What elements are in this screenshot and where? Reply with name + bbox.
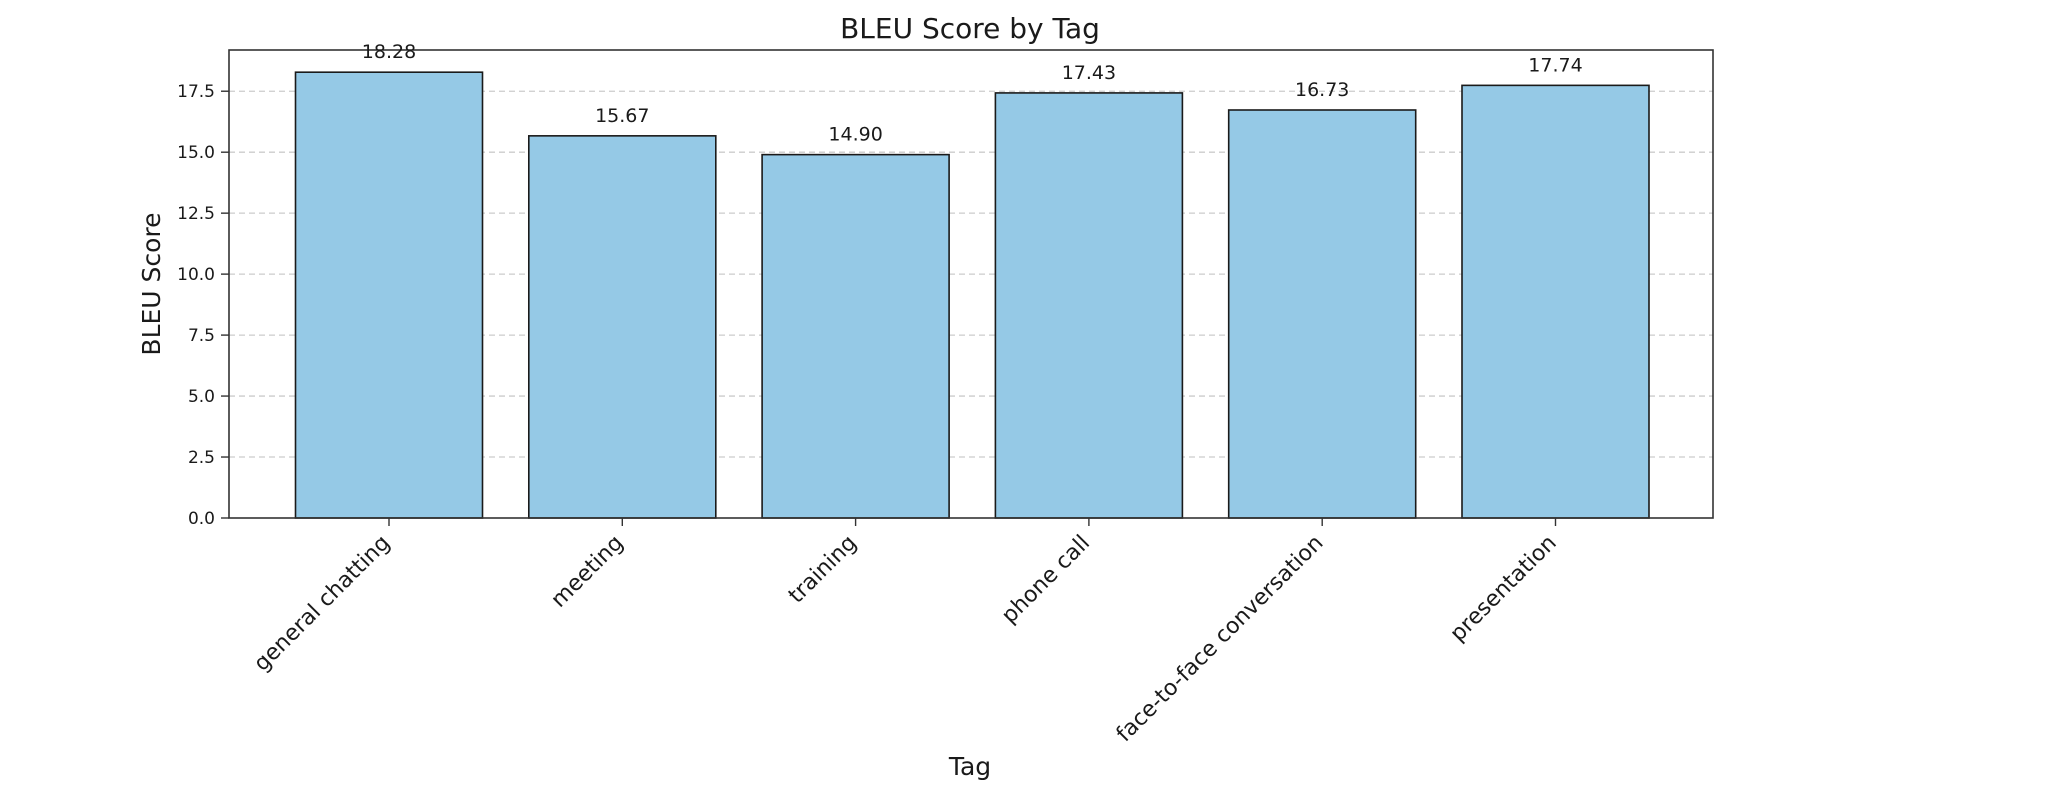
- bar: [527, 135, 717, 519]
- y-tick-label: 15.0: [177, 143, 215, 163]
- x-tick-label: face-to-face conversation: [1112, 531, 1329, 748]
- data-label: 17.43: [1062, 62, 1116, 84]
- y-tick-label: 0.0: [188, 509, 215, 529]
- data-labels: 18.28 15.67 14.90 17.43 16.73 17.74: [362, 41, 1583, 145]
- data-label: 15.67: [595, 105, 649, 127]
- plot-frame: [228, 49, 1714, 519]
- x-tick-label: training: [784, 531, 862, 609]
- data-label: 18.28: [362, 41, 416, 63]
- y-tick-label: 10.0: [177, 265, 215, 285]
- bar: [294, 71, 484, 519]
- y-tick-label: 5.0: [188, 387, 215, 407]
- grid-lines: [229, 90, 1713, 458]
- data-label: 16.73: [1295, 79, 1349, 101]
- x-tick-label: general chatting: [249, 531, 395, 677]
- data-label: 14.90: [828, 124, 882, 146]
- y-tick-label: 17.5: [177, 82, 215, 102]
- bar: [1461, 84, 1650, 519]
- x-tick-label: presentation: [1446, 531, 1562, 647]
- y-axis-label: BLEU Score: [137, 212, 166, 355]
- x-tick-label: meeting: [546, 531, 628, 613]
- y-ticks: 0.0 2.5 5.0 7.5 10.0 12.5 15.0 17.5: [177, 82, 229, 529]
- data-label: 17.74: [1528, 54, 1582, 76]
- bars: [294, 71, 1650, 519]
- bar: [994, 92, 1184, 519]
- x-axis-label: Tag: [948, 752, 991, 781]
- y-tick-label: 12.5: [177, 204, 215, 224]
- bar: [761, 153, 950, 519]
- y-tick-label: 2.5: [188, 448, 215, 468]
- x-tick-label: phone call: [997, 531, 1095, 629]
- x-ticks: general chatting meeting training phone cal…: [249, 518, 1562, 748]
- y-tick-label: 7.5: [188, 326, 215, 346]
- bar: [1227, 109, 1417, 519]
- chart-title: BLEU Score by Tag: [840, 12, 1100, 45]
